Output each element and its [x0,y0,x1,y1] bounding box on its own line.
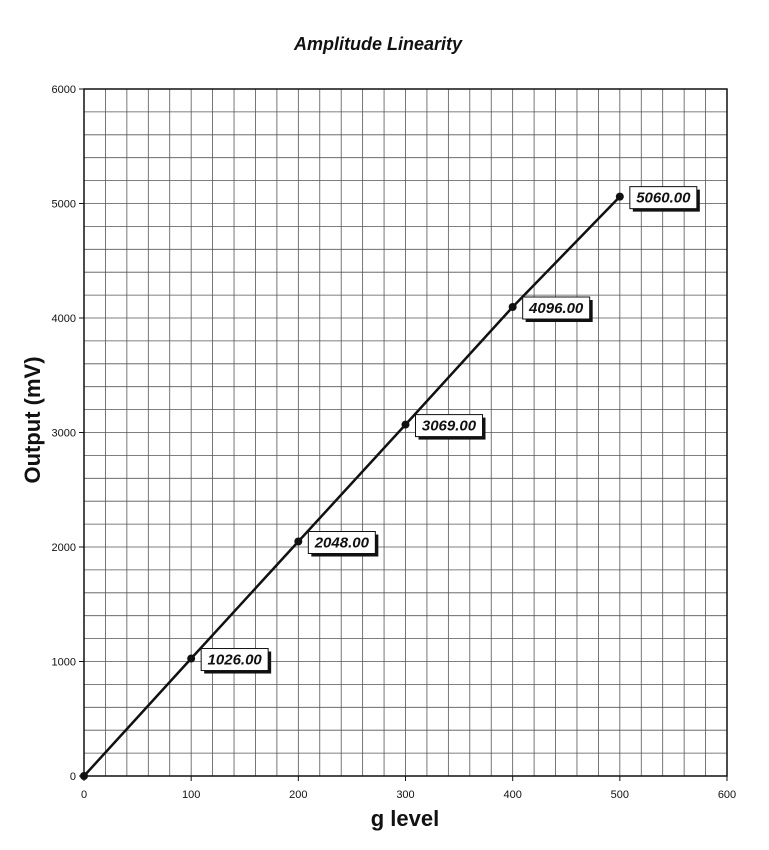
x-axis-title: g level [371,806,439,831]
x-tick-label: 600 [718,789,736,801]
chart-title: Amplitude Linearity [293,34,463,54]
data-point [187,654,196,663]
data-label: 1026.00 [208,652,263,669]
x-tick-label: 400 [503,789,521,801]
y-tick-label: 6000 [52,84,76,96]
data-label: 5060.00 [636,190,691,207]
y-tick-label: 2000 [52,542,76,554]
data-point [294,537,303,546]
x-tick-label: 100 [182,789,200,801]
data-label: 3069.00 [422,418,477,435]
tick-labels: 0 100 200 300 400 500 600010002000300040005000… [52,84,737,801]
series-layer: 1026.00 2048.00 3069.00 4096.00 5060.00 [80,186,700,780]
data-label-box [307,531,376,555]
y-tick-label: 0 [70,771,76,783]
data-point [508,303,517,312]
x-tick-label: 300 [396,789,414,801]
y-axis-title: Output (mV) [20,356,45,483]
series-line [83,195,621,777]
data-label-box [200,648,269,672]
data-label-box [522,296,591,320]
data-point [80,772,88,780]
data-label-box [629,186,698,210]
data-label-box [415,414,483,438]
grid [84,89,727,776]
data-label: 2048.00 [314,535,370,552]
y-tick-label: 5000 [52,199,76,211]
x-tick-label: 500 [611,789,629,801]
data-point [615,192,624,201]
y-tick-label: 3000 [52,428,76,440]
y-tick-label: 1000 [52,657,76,669]
x-tick-label: 0 [81,789,87,801]
data-label: 4096.00 [528,300,584,317]
x-tick-label: 200 [289,789,307,801]
y-tick-label: 4000 [52,313,76,325]
data-point [401,420,410,429]
